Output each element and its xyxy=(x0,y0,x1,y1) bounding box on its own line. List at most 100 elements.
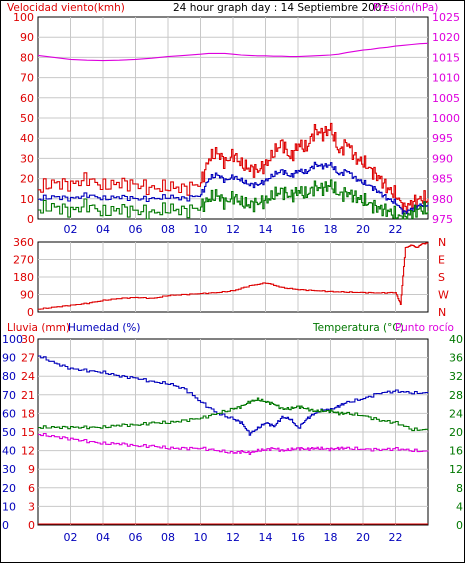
wind-y-tick-label: 100 xyxy=(13,11,34,24)
humidity-y-tick-label: 20 xyxy=(2,482,16,495)
climate-x-tick-label: 18 xyxy=(324,531,338,544)
wind-x-tick-label: 18 xyxy=(324,223,338,236)
average-line xyxy=(38,161,429,215)
humidity-y-tick-label: 90 xyxy=(2,352,16,365)
climate-x-tick-label: 16 xyxy=(291,531,305,544)
climate-x-tick-label: 22 xyxy=(389,531,403,544)
wind-x-tick-label: 20 xyxy=(356,223,370,236)
gust-line xyxy=(38,122,429,215)
humidity-y-tick-label: 50 xyxy=(2,426,16,439)
rain-y-tick-label: 12 xyxy=(21,445,35,458)
humidity-y-tick-label: 10 xyxy=(2,500,16,513)
wind-y-tick-label: 70 xyxy=(20,72,34,85)
compass-tick-label: N xyxy=(438,236,446,249)
humidity-y-tick-label: 80 xyxy=(2,370,16,383)
wind-x-tick-label: 06 xyxy=(129,223,143,236)
wind-x-tick-label: 14 xyxy=(259,223,273,236)
pressure-y-tick-label: 1015 xyxy=(432,51,460,64)
temperature-y-tick-label: 12 xyxy=(449,463,463,476)
wind-y-tick-label: 60 xyxy=(20,92,34,105)
graph-date-title: 24 hour graph day : 14 Septiembre 2007 xyxy=(173,2,388,14)
pressure-y-tick-label: 995 xyxy=(432,132,453,145)
pressure-y-tick-label: 1005 xyxy=(432,92,460,105)
humidity-y-tick-label: 30 xyxy=(2,463,16,476)
wind-y-tick-label: 30 xyxy=(20,152,34,165)
wind-y-tick-label: 80 xyxy=(20,51,34,64)
humidity-line xyxy=(38,355,429,436)
temperature-y-tick-label: 8 xyxy=(456,482,463,495)
direction-y-tick-label: 270 xyxy=(13,254,34,267)
temperature-y-tick-label: 36 xyxy=(449,352,463,365)
direction-y-tick-label: 0 xyxy=(27,306,34,319)
humidity-axis-title: Humedad (%) xyxy=(68,322,141,334)
rain-y-tick-label: 9 xyxy=(28,463,35,476)
temperature-y-tick-label: 32 xyxy=(449,370,463,383)
compass-tick-label: N xyxy=(438,306,446,319)
compass-tick-label: W xyxy=(438,289,449,302)
pressure-y-tick-label: 975 xyxy=(432,213,453,226)
wind-speed-title: Velocidad viento(kmh) xyxy=(7,2,125,14)
temperature-line xyxy=(38,397,429,432)
temperature-y-tick-label: 28 xyxy=(449,389,463,402)
temperature-y-tick-label: 0 xyxy=(456,519,463,532)
pressure-y-tick-label: 1025 xyxy=(432,11,460,24)
wind-y-tick-label: 0 xyxy=(27,213,34,226)
pressure-line xyxy=(37,42,429,62)
rain-axis-title: Lluvia (mm) xyxy=(7,322,70,334)
humidity-y-tick-label: 70 xyxy=(2,389,16,402)
climate-x-tick-label: 08 xyxy=(161,531,175,544)
temperature-y-tick-label: 16 xyxy=(449,445,463,458)
pressure-y-tick-label: 980 xyxy=(432,193,453,206)
climate-x-tick-label: 12 xyxy=(226,531,240,544)
temperature-y-tick-label: 24 xyxy=(449,407,463,420)
direction-line xyxy=(38,242,429,310)
wind-x-tick-label: 16 xyxy=(291,223,305,236)
rain-y-tick-label: 6 xyxy=(28,482,35,495)
rain-y-tick-label: 3 xyxy=(28,500,35,513)
pressure-y-tick-label: 1010 xyxy=(432,72,460,85)
wind-x-tick-label: 22 xyxy=(389,223,403,236)
temperature-y-tick-label: 20 xyxy=(449,426,463,439)
wind-y-tick-label: 90 xyxy=(20,31,34,44)
pressure-title: Presión(hPa) xyxy=(373,2,438,14)
wind-x-tick-label: 08 xyxy=(161,223,175,236)
humidity-y-tick-label: 60 xyxy=(2,407,16,420)
climate-x-tick-label: 10 xyxy=(194,531,208,544)
wind-x-tick-label: 12 xyxy=(226,223,240,236)
wind-y-tick-label: 10 xyxy=(20,193,34,206)
humidity-y-tick-label: 100 xyxy=(2,333,23,346)
humidity-y-tick-label: 0 xyxy=(2,519,9,532)
temperature-y-tick-label: 4 xyxy=(456,500,463,513)
direction-y-tick-label: 180 xyxy=(13,271,34,284)
wind-y-tick-label: 20 xyxy=(20,173,34,186)
wind-x-tick-label: 10 xyxy=(194,223,208,236)
direction-y-tick-label: 360 xyxy=(13,236,34,249)
climate-x-tick-label: 02 xyxy=(64,531,78,544)
pressure-y-tick-label: 1000 xyxy=(432,112,460,125)
pressure-y-tick-label: 1020 xyxy=(432,31,460,44)
humidity-y-tick-label: 40 xyxy=(2,445,16,458)
compass-tick-label: S xyxy=(438,271,445,284)
dewpoint-line xyxy=(38,432,429,455)
pressure-y-tick-label: 990 xyxy=(432,152,453,165)
rain-y-tick-label: 27 xyxy=(21,352,35,365)
wind_low-line xyxy=(38,179,429,220)
climate-x-tick-label: 06 xyxy=(129,531,143,544)
wind-y-tick-label: 50 xyxy=(20,112,34,125)
rain-y-tick-label: 15 xyxy=(21,426,35,439)
direction-y-tick-label: 90 xyxy=(20,289,34,302)
climate-x-tick-label: 04 xyxy=(96,531,110,544)
temperature-y-tick-label: 40 xyxy=(449,333,463,346)
wind-pressure-panel: 0102030405060708090100975980985990995100… xyxy=(13,11,460,236)
rain-y-tick-label: 18 xyxy=(21,407,35,420)
wind-y-tick-label: 40 xyxy=(20,132,34,145)
climate-x-tick-label: 14 xyxy=(259,531,273,544)
climate-x-tick-label: 20 xyxy=(356,531,370,544)
dewpoint-axis-title: Punto rocío xyxy=(395,322,454,334)
temperature-axis-title: Temperatura (°C) xyxy=(312,322,404,334)
rain-y-tick-label: 0 xyxy=(28,519,35,532)
